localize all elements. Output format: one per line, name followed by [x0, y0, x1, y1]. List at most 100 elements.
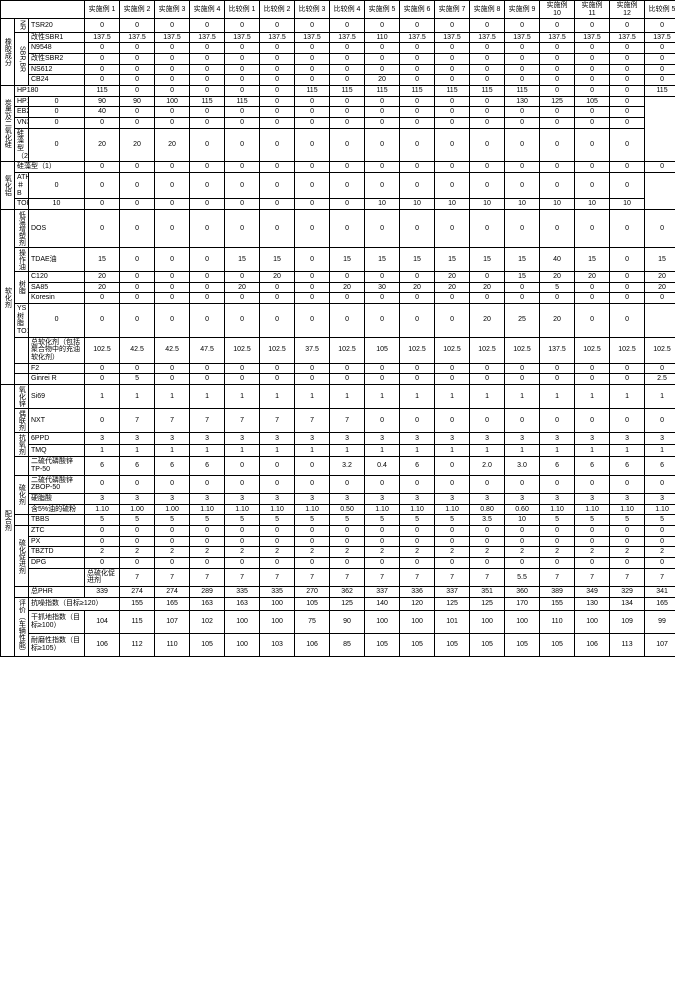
data-cell: 336: [400, 587, 435, 598]
data-cell: 0: [470, 536, 505, 547]
data-cell: 0: [225, 457, 260, 475]
data-cell: 0: [540, 128, 575, 162]
data-cell: 1: [155, 445, 190, 457]
group-label: 操作油: [15, 247, 29, 271]
data-cell: 1: [295, 445, 330, 457]
data-cell: 125: [540, 96, 575, 107]
data-cell: 0: [435, 118, 470, 129]
data-cell: 0: [645, 475, 675, 493]
data-cell: 0: [225, 128, 260, 162]
data-cell: 0: [225, 19, 260, 32]
data-cell: 0: [365, 374, 400, 385]
data-cell: 5: [400, 515, 435, 526]
data-cell: 3: [85, 493, 120, 504]
data-cell: 0: [225, 53, 260, 64]
data-cell: 0: [120, 173, 155, 199]
data-cell: 0: [365, 128, 400, 162]
data-cell: 115: [120, 611, 155, 634]
data-cell: 137.5: [120, 32, 155, 43]
group-label: NR: [15, 19, 29, 32]
data-cell: 3: [190, 433, 225, 445]
data-cell: 3: [435, 433, 470, 445]
data-cell: 25: [505, 303, 540, 337]
data-cell: 0: [365, 209, 400, 247]
data-cell: 0: [85, 475, 120, 493]
data-cell: 0: [330, 525, 365, 536]
data-cell: 0: [295, 209, 330, 247]
data-cell: 107: [155, 611, 190, 634]
data-cell: 102.5: [435, 337, 470, 363]
data-cell: 105: [365, 633, 400, 656]
data-cell: 137.5: [435, 32, 470, 43]
data-cell: 0: [120, 293, 155, 304]
data-cell: 0: [190, 199, 225, 210]
data-cell: 0: [400, 128, 435, 162]
data-cell: 0: [470, 173, 505, 199]
row-label: 总PHR: [29, 587, 85, 598]
data-cell: 0: [505, 293, 540, 304]
data-cell: 0: [295, 271, 330, 282]
data-cell: 0: [330, 64, 365, 75]
data-cell: 0.50: [330, 504, 365, 515]
row-label: TBZTD: [29, 547, 85, 558]
data-cell: 137.5: [190, 32, 225, 43]
data-cell: 0: [365, 536, 400, 547]
data-cell: 170: [505, 597, 540, 610]
data-cell: 6: [120, 457, 155, 475]
data-cell: 137.5: [155, 32, 190, 43]
data-cell: 105: [575, 96, 610, 107]
data-cell: 137.5: [645, 32, 675, 43]
data-cell: 15: [505, 247, 540, 271]
data-cell: 0: [610, 363, 645, 374]
column-header: 实施例 9: [505, 1, 540, 19]
data-cell: 10: [540, 199, 575, 210]
data-cell: 0: [645, 43, 675, 54]
data-cell: 0: [120, 536, 155, 547]
data-cell: 0: [295, 247, 330, 271]
row-label: TDAE油: [29, 247, 85, 271]
data-cell: 0: [120, 107, 155, 118]
data-cell: 0: [225, 85, 260, 96]
data-cell: 0: [295, 303, 330, 337]
data-cell: 15: [400, 247, 435, 271]
data-cell: 0: [540, 363, 575, 374]
data-cell: 0: [365, 303, 400, 337]
data-cell: 0: [295, 43, 330, 54]
data-cell: 0: [295, 536, 330, 547]
data-cell: 1: [505, 385, 540, 409]
data-cell: 0: [260, 118, 295, 129]
data-cell: 115: [435, 85, 470, 96]
data-cell: 0: [120, 558, 155, 569]
data-cell: 7: [260, 568, 295, 586]
data-cell: 0: [645, 209, 675, 247]
data-cell: 0: [575, 64, 610, 75]
data-cell: 102.5: [610, 337, 645, 363]
data-cell: 1.10: [645, 504, 675, 515]
data-cell: 0: [155, 363, 190, 374]
data-cell: 1: [400, 385, 435, 409]
data-cell: 0: [85, 536, 120, 547]
data-cell: 105: [400, 633, 435, 656]
column-header: 实施例 11: [575, 1, 610, 19]
data-cell: 0: [365, 293, 400, 304]
data-cell: 0: [225, 43, 260, 54]
data-cell: 110: [365, 32, 400, 43]
data-cell: 0: [155, 293, 190, 304]
data-cell: 1.10: [260, 504, 295, 515]
data-cell: 155: [540, 597, 575, 610]
data-cell: 0: [540, 64, 575, 75]
data-cell: 102: [190, 611, 225, 634]
row-label: NS612: [29, 64, 85, 75]
data-cell: 0: [470, 475, 505, 493]
data-cell: 10: [435, 199, 470, 210]
group-label: 树脂: [15, 271, 29, 303]
data-cell: 0: [365, 558, 400, 569]
data-cell: 0: [540, 85, 575, 96]
data-cell: 341: [645, 587, 675, 598]
data-cell: 1.00: [120, 504, 155, 515]
data-cell: 0: [260, 19, 295, 32]
row-label: TMQ: [29, 445, 85, 457]
data-cell: 75: [295, 611, 330, 634]
header-blank: [1, 1, 85, 19]
data-cell: 5: [610, 515, 645, 526]
